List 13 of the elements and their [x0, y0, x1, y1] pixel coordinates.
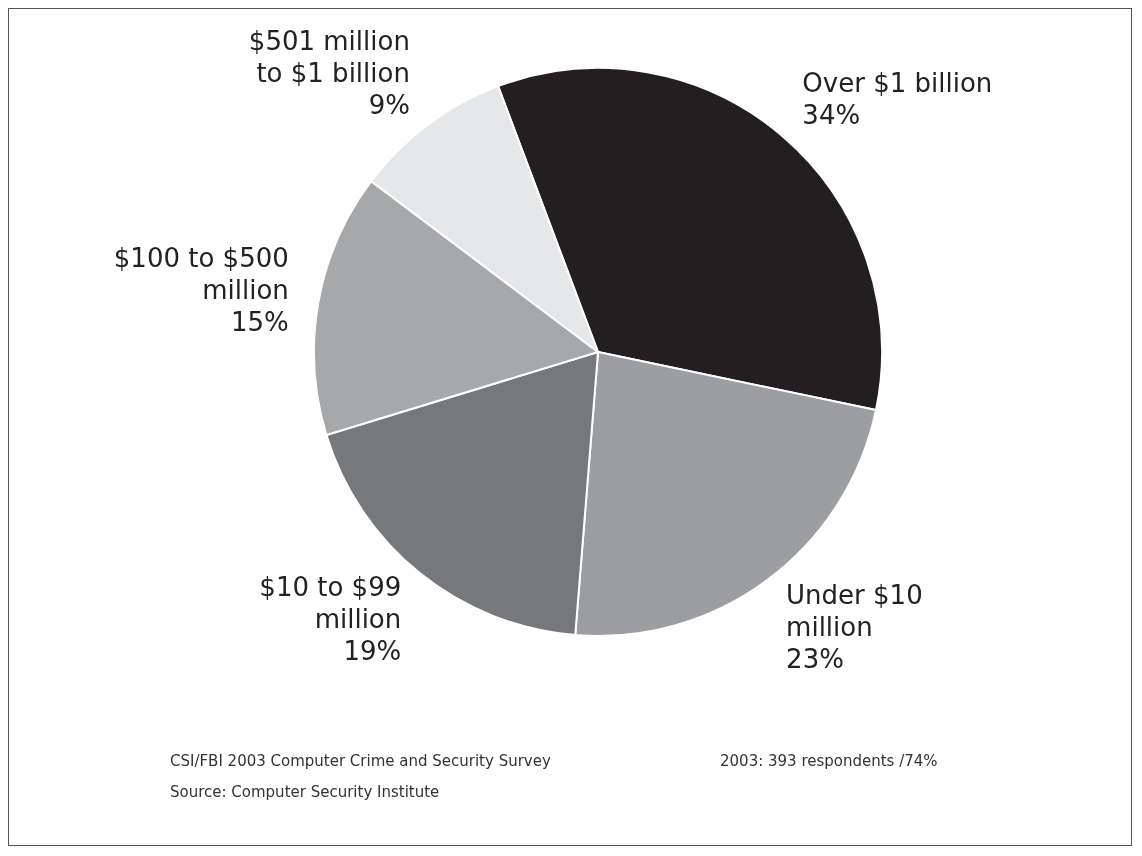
slice-label: $501 million to $1 billion	[248, 25, 410, 88]
slice-label: Under $10 million	[786, 579, 923, 642]
data-label: 15%	[230, 306, 289, 337]
data-label: 9%	[368, 89, 410, 120]
source-note: Source: Computer Security Institute	[170, 783, 440, 801]
slice-label: $100 to $500 million	[113, 242, 289, 305]
text: 2003: 393 respondents /74%	[720, 752, 938, 770]
slice-label: Over $1 billion	[802, 68, 993, 99]
data-label: 34%	[802, 100, 861, 131]
data-label: 19%	[343, 636, 402, 667]
text: CSI/FBI 2003 Computer Crime and Security Survey	[170, 752, 551, 770]
slice-label: $10 to $99 million	[259, 572, 402, 635]
data-label: 23%	[786, 643, 844, 674]
